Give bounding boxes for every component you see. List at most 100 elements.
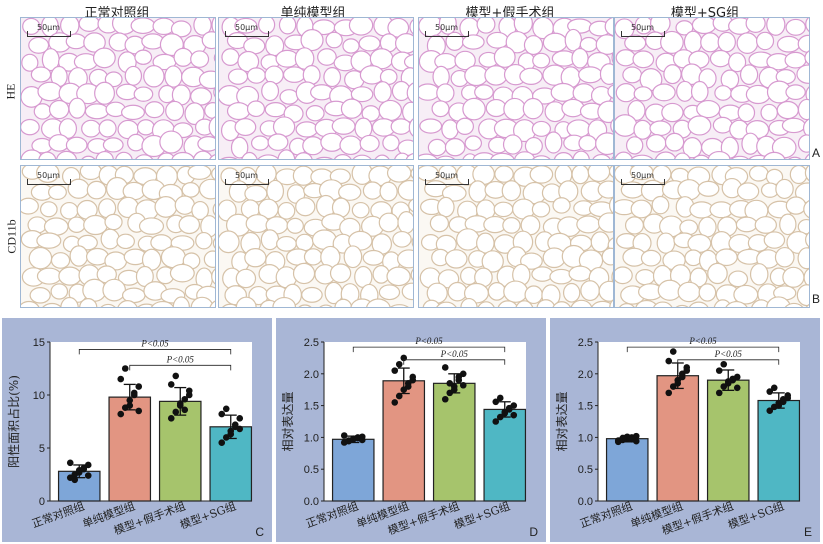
scale-bar: 50μm <box>425 171 469 185</box>
bar <box>382 380 426 502</box>
data-point <box>446 380 454 387</box>
scale-bar: 50μm <box>621 23 665 37</box>
data-point <box>181 395 189 403</box>
significance-bracket <box>352 346 506 353</box>
bar <box>108 396 152 502</box>
y-tick-label: 1.0 <box>304 432 319 444</box>
data-point <box>766 407 774 414</box>
he-micrograph-3: 50μm <box>418 17 614 160</box>
data-point <box>632 437 640 445</box>
scale-bar-line <box>621 179 665 185</box>
cd11b-micrograph-1: 50μm <box>20 165 216 308</box>
scale-bar: 50μm <box>225 171 269 185</box>
bar <box>331 438 375 502</box>
data-point <box>391 367 399 374</box>
scale-bar: 50μm <box>27 23 71 37</box>
bar <box>656 375 700 502</box>
data-point <box>492 418 500 425</box>
data-point <box>66 459 74 467</box>
data-point <box>510 411 518 419</box>
significance-bracket <box>403 359 506 365</box>
scale-bar-label: 50μm <box>435 23 459 32</box>
data-point <box>84 472 92 479</box>
scale-bar-line <box>225 179 269 185</box>
bar <box>483 408 527 502</box>
bar <box>605 438 649 502</box>
y-tick-label: 0 <box>39 496 45 508</box>
chart-e: 0.00.51.01.52.02.5相对表达量正常对照组单纯模型组模型+假手术组… <box>555 336 812 539</box>
y-tick-label: 0.5 <box>578 464 593 476</box>
bar <box>757 399 801 502</box>
data-point <box>236 415 244 422</box>
y-tick-label: 2.5 <box>578 337 593 349</box>
scale-bar: 50μm <box>425 23 469 37</box>
data-point <box>395 392 403 400</box>
row-label-he: HE <box>3 83 18 100</box>
y-tick-label: 1.0 <box>578 432 593 444</box>
data-point <box>715 389 723 397</box>
data-point <box>167 381 175 388</box>
y-tick-label: 10 <box>33 390 45 402</box>
chart-panel-e: 0.0 0.5 1.0 1.5 2.0 2.5 相对表达量 正常对照组 单纯模型组 模型+假手术组… <box>550 318 820 542</box>
scale-bar-line <box>27 179 71 185</box>
data-point <box>492 398 500 406</box>
significance-bracket <box>129 364 232 371</box>
data-point <box>358 436 366 444</box>
significance-label: P<0.05 <box>440 349 469 359</box>
data-point <box>409 376 417 384</box>
he-micrograph-2: 50μm <box>218 17 414 160</box>
data-point <box>665 389 673 397</box>
cd11b-micrograph-3: 50μm <box>418 165 614 308</box>
y-axis-label: 相对表达量 <box>281 391 295 451</box>
y-axis-label: 阳性面积占比(%) <box>6 375 21 468</box>
data-point <box>678 373 686 381</box>
significance-label: P<0.05 <box>414 336 443 346</box>
data-point <box>720 360 728 368</box>
he-micrograph-1: 50μm <box>20 17 216 160</box>
data-point <box>218 439 226 446</box>
data-point <box>441 395 449 403</box>
data-point <box>391 399 399 406</box>
significance-bracket <box>626 346 780 353</box>
data-point <box>505 404 513 412</box>
scale-bar-line <box>425 179 469 185</box>
data-point <box>135 407 143 415</box>
category-label: 模型+SG组 <box>178 499 238 532</box>
he-micrograph-4: 50μm <box>614 17 810 160</box>
scale-bar: 50μm <box>225 23 269 37</box>
y-axis-label: 相对表达量 <box>555 391 569 451</box>
data-point <box>729 375 737 383</box>
data-point <box>404 383 412 390</box>
scale-bar-label: 50μm <box>435 171 459 180</box>
data-point <box>222 405 230 413</box>
panel-letter: D <box>529 525 538 539</box>
data-point <box>172 372 180 380</box>
y-tick-label: 5 <box>39 443 45 455</box>
y-tick-label: 0.0 <box>304 496 319 508</box>
scale-bar-line <box>425 31 469 37</box>
y-tick-label: 2.0 <box>304 369 319 381</box>
y-tick-label: 15 <box>33 337 45 349</box>
scale-bar-label: 50μm <box>37 171 61 180</box>
significance-label: P<0.05 <box>140 338 169 348</box>
scale-bar-label: 50μm <box>235 23 259 32</box>
data-point <box>172 408 180 416</box>
chart-d: 0.00.51.01.52.02.5相对表达量正常对照组单纯模型组模型+假手术组… <box>281 336 538 539</box>
data-point <box>236 425 244 433</box>
data-point <box>766 388 774 395</box>
data-point <box>117 410 125 418</box>
data-point <box>181 406 189 414</box>
scale-bar-line <box>225 31 269 37</box>
data-point <box>669 348 677 355</box>
significance-label: P<0.05 <box>688 336 717 346</box>
category-label: 模型+SG组 <box>726 499 786 532</box>
scale-bar-label: 50μm <box>631 23 655 32</box>
cd11b-micrograph-4: 50μm <box>614 165 810 308</box>
panel-letter: C <box>255 525 264 539</box>
significance-bracket <box>677 359 780 365</box>
data-point <box>770 384 778 392</box>
category-label: 模型+SG组 <box>452 499 512 532</box>
significance-label: P<0.05 <box>166 354 195 364</box>
data-point <box>496 394 504 402</box>
y-tick-label: 2.0 <box>578 369 593 381</box>
